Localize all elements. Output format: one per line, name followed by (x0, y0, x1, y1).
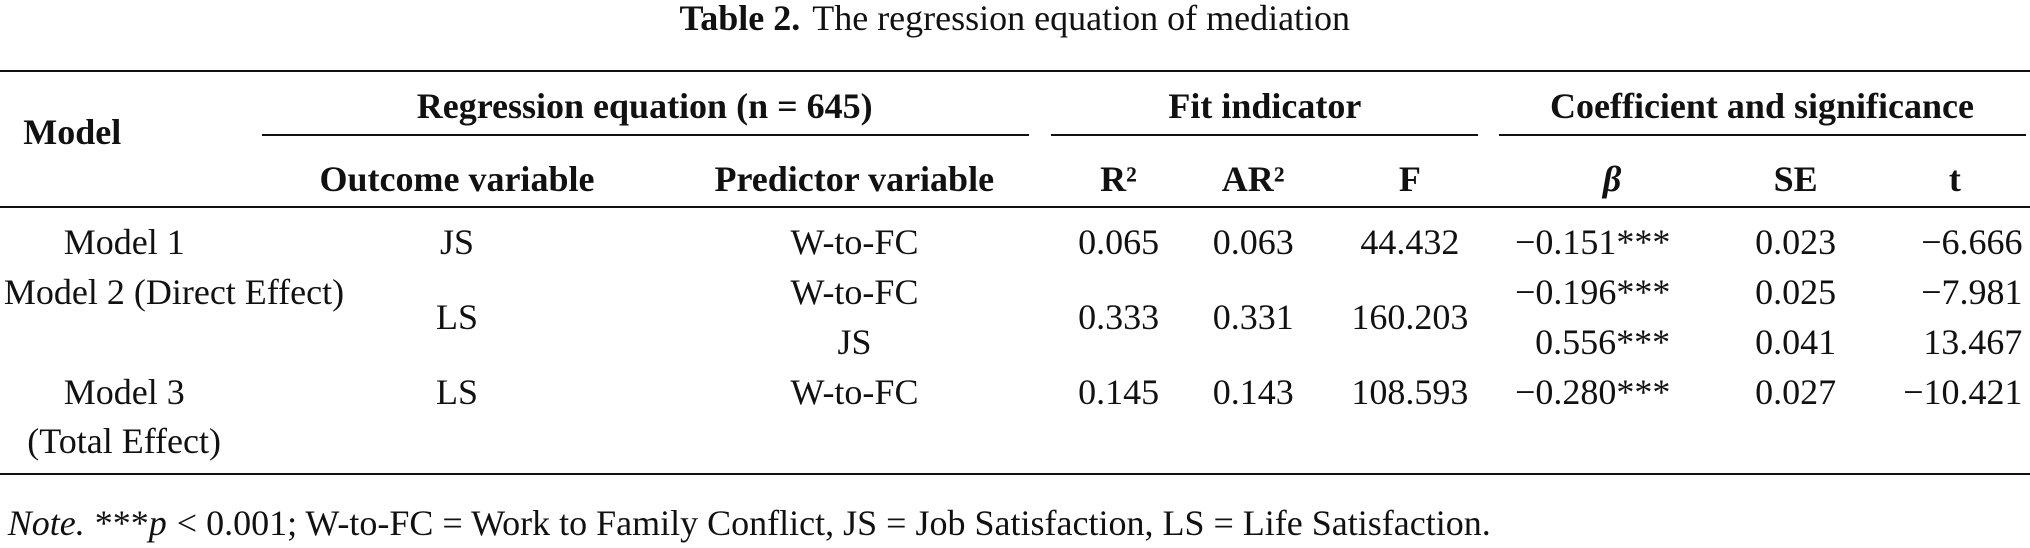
note-part: *** (94, 503, 149, 544)
model-cell: Model 2 (Direct Effect) (3, 271, 345, 312)
cell: 0.143 (1212, 371, 1294, 412)
group-rule (261, 133, 1030, 136)
cell: W-to-FC (790, 222, 919, 263)
group-rule (1499, 133, 2027, 136)
cell: 13.467 (1923, 321, 2023, 362)
header-cell: β (1602, 158, 1622, 199)
cell: 0.063 (1212, 222, 1294, 263)
group-header: Coefficient and significance (1550, 86, 1974, 127)
group-header: Fit indicator (1168, 86, 1362, 127)
bottom-rule (0, 472, 2030, 475)
header-rule (0, 206, 2030, 209)
cell: 108.593 (1351, 371, 1469, 412)
cell: W-to-FC (790, 271, 919, 312)
cell: JS (440, 222, 475, 263)
cell: 0.333 (1078, 296, 1160, 337)
cell: −7.981 (1921, 271, 2023, 312)
cell: 0.041 (1755, 321, 1837, 362)
cell: LS (436, 296, 479, 337)
cell: LS (436, 371, 479, 412)
note: Note. ***p < 0.001; W-to-FC = Work to Fami… (8, 505, 1491, 541)
model-cell: Model 1 (63, 222, 185, 263)
cell: 0.331 (1212, 296, 1294, 337)
model-cell: (Total Effect) (27, 421, 221, 462)
header-cell: Outcome variable (319, 158, 595, 199)
cell: JS (837, 321, 872, 362)
header-cell: R² (1100, 158, 1137, 199)
cell: 0.027 (1755, 371, 1837, 412)
header-cell: AR² (1221, 158, 1285, 199)
top-rule (0, 70, 2030, 73)
header-cell: F (1398, 158, 1421, 199)
cell: W-to-FC (790, 371, 919, 412)
group-rule (1051, 133, 1479, 136)
cell: −0.280*** (1515, 371, 1671, 412)
cell: 160.203 (1351, 296, 1469, 337)
cell: 0.556*** (1535, 321, 1671, 362)
caption: Table 2. The regression equation of media… (680, 0, 1351, 36)
cell: 0.065 (1078, 222, 1160, 263)
header-cell: SE (1773, 158, 1818, 199)
cell: −0.151*** (1515, 222, 1671, 263)
note-part: Note. (7, 503, 85, 544)
cell: −0.196*** (1515, 271, 1671, 312)
cell: 0.145 (1078, 371, 1160, 412)
header-cell: Model (23, 112, 122, 153)
caption-label: Table 2. (679, 0, 801, 39)
group-header: Regression equation (n = 645) (416, 86, 873, 127)
cell: 0.025 (1755, 271, 1837, 312)
cell: −10.421 (1903, 371, 2023, 412)
header-cell: Predictor variable (714, 158, 995, 199)
note-part: p (148, 503, 167, 544)
cell: 0.023 (1755, 222, 1837, 263)
cell: 44.432 (1360, 222, 1460, 263)
header-cell: t (1948, 158, 1961, 199)
caption-text: The regression equation of mediation (812, 0, 1351, 39)
model-cell: Model 3 (63, 371, 185, 412)
cell: −6.666 (1921, 222, 2023, 263)
note-part: < 0.001; W-to-FC = Work to Family Confli… (176, 503, 1491, 544)
